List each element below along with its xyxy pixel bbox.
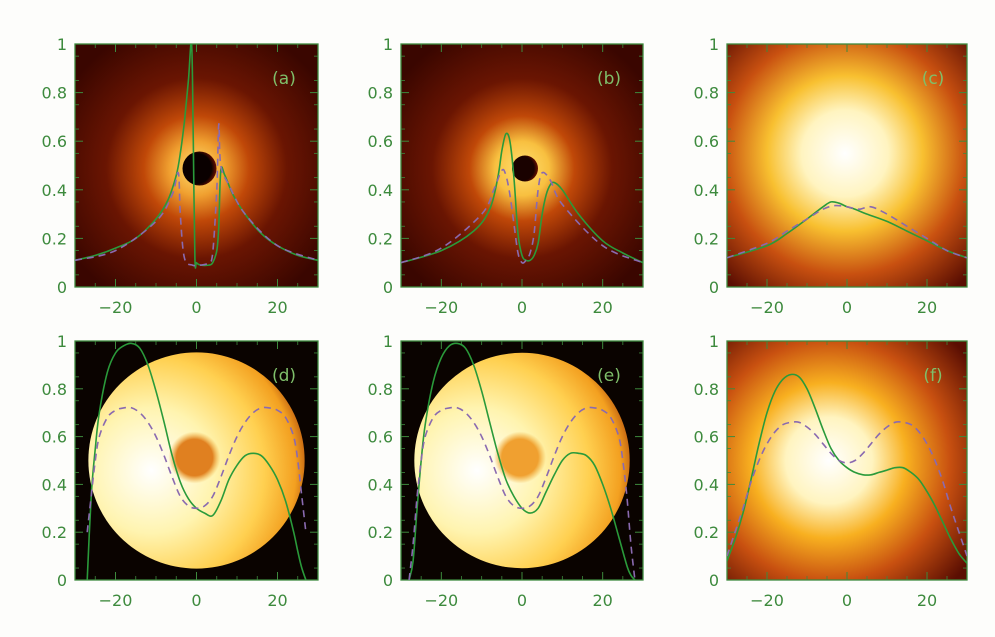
y-tick-label: 1 (709, 35, 719, 54)
y-tick-label: 1 (709, 332, 719, 351)
y-tick-label: 0 (709, 278, 719, 297)
series-line-solid (727, 373, 967, 564)
y-tick-label: 0.6 (42, 428, 67, 447)
panel-d: 0 0.2 0.4 0.6 0.8 1 −20 0 20 (d) (42, 332, 319, 610)
x-tick-label: 20 (592, 591, 612, 610)
y-tick-label: 0.2 (368, 523, 393, 542)
dark-core (182, 151, 217, 186)
series-line-dashed (408, 406, 636, 580)
y-tick-label: 1 (57, 332, 67, 351)
panel-label: (f) (923, 366, 942, 386)
y-tick-label: 0.6 (368, 428, 393, 447)
panel-label: (c) (922, 69, 945, 89)
series-line-dashed (75, 123, 318, 267)
y-tick-label: 0.2 (694, 229, 719, 248)
x-tick-label: 20 (917, 298, 937, 317)
series-line-solid (408, 342, 636, 580)
y-tick-label: 0.8 (368, 380, 393, 399)
panel-label: (d) (272, 366, 296, 386)
x-tick-label: 0 (517, 591, 527, 610)
panel-label: (e) (597, 366, 621, 386)
x-tick-label: 0 (517, 298, 527, 317)
series-line-dashed (401, 168, 643, 264)
panel-b: 0 0.2 0.4 0.6 0.8 1 −20 0 20 (b) (368, 35, 644, 317)
panel-label: (b) (597, 69, 621, 89)
panel-e: 0 0.2 0.4 0.6 0.8 1 −20 0 20 (e) (368, 332, 644, 610)
x-tick-label: −20 (99, 591, 133, 610)
y-tick-label: 0.6 (694, 132, 719, 151)
x-tick-label: −20 (99, 298, 133, 317)
x-tick-label: −20 (424, 298, 458, 317)
panel-c: 0 0.2 0.4 0.6 0.8 1 −20 0 20 (c) (694, 35, 968, 317)
spot (168, 431, 221, 484)
y-tick-label: 0 (383, 278, 393, 297)
y-tick-label: 0.2 (368, 229, 393, 248)
x-tick-label: 0 (191, 591, 201, 610)
y-tick-label: 1 (57, 35, 67, 54)
series-line-dashed (727, 204, 967, 259)
dark-core (512, 155, 538, 182)
panel-b-image (401, 44, 643, 287)
x-tick-label: 20 (592, 298, 612, 317)
y-tick-label: 0.6 (694, 428, 719, 447)
y-tick-label: 0 (57, 278, 67, 297)
panel-a: 0 0.2 0.4 0.6 0.8 1 −20 0 20 (a) (42, 35, 319, 317)
x-tick-label: 20 (267, 591, 287, 610)
y-tick-label: 0 (709, 571, 719, 590)
y-tick-label: 0.4 (694, 181, 719, 200)
y-tick-label: 0.2 (42, 523, 67, 542)
y-tick-label: 0.4 (42, 475, 67, 494)
y-tick-label: 0.8 (42, 84, 67, 103)
panel-f-image (727, 341, 967, 580)
series-line-dashed (86, 406, 307, 533)
spot (494, 431, 546, 484)
y-tick-label: 1 (383, 332, 393, 351)
y-tick-label: 0.8 (368, 84, 393, 103)
x-tick-label: −20 (750, 298, 784, 317)
y-tick-label: 0.4 (368, 181, 393, 200)
y-tick-label: 0.6 (42, 132, 67, 151)
y-tick-label: 0.2 (694, 523, 719, 542)
y-tick-label: 0.4 (42, 181, 67, 200)
panel-e-image (401, 341, 643, 580)
panel-f: 0 0.2 0.4 0.6 0.8 1 −20 0 20 (f) (694, 332, 968, 610)
y-tick-label: 0.8 (42, 380, 67, 399)
x-tick-label: 20 (267, 298, 287, 317)
series-line-solid (75, 44, 318, 269)
x-tick-label: −20 (750, 591, 784, 610)
x-tick-label: 0 (842, 298, 852, 317)
y-tick-label: 0.6 (368, 132, 393, 151)
x-tick-label: 0 (191, 298, 201, 317)
panel-d-image (75, 341, 318, 580)
y-tick-label: 0.4 (368, 475, 393, 494)
y-tick-label: 0.8 (694, 84, 719, 103)
y-tick-label: 0.8 (694, 380, 719, 399)
panel-a-image (75, 44, 318, 287)
x-tick-label: −20 (424, 591, 458, 610)
x-tick-label: 20 (917, 591, 937, 610)
y-tick-label: 1 (383, 35, 393, 54)
y-tick-label: 0 (383, 571, 393, 590)
y-tick-label: 0.2 (42, 229, 67, 248)
y-tick-label: 0.4 (694, 475, 719, 494)
panel-label: (a) (272, 69, 296, 89)
y-tick-label: 0 (57, 571, 67, 590)
x-tick-label: 0 (842, 591, 852, 610)
